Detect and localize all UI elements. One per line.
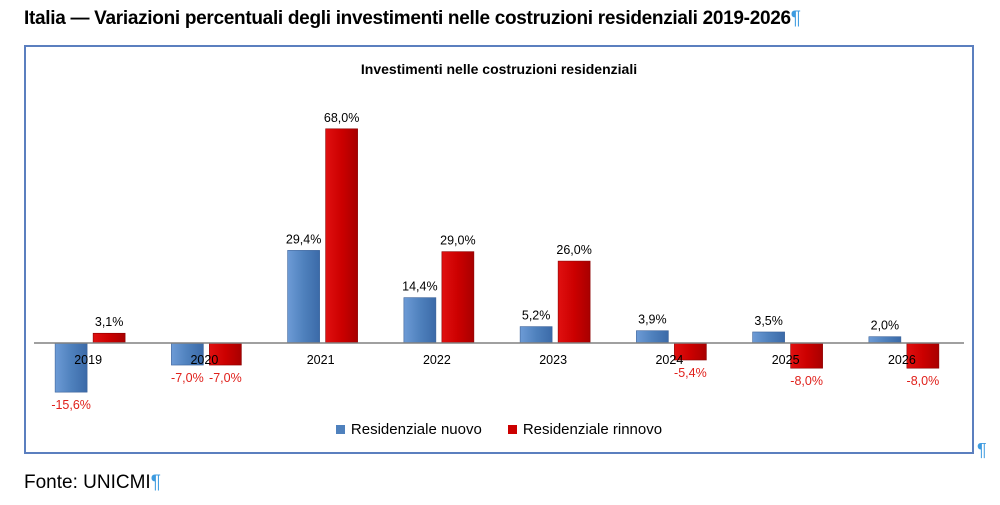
x-tick-label: 2019 [74,353,102,367]
pilcrow-mark: ¶ [790,8,801,29]
bar-rinnovo-2023 [557,260,591,344]
bar-rinnovo-2021 [325,128,358,344]
data-label: 26,0% [556,243,591,257]
data-label: -5,4% [674,366,707,380]
bar-nuovo-2022 [403,297,437,344]
bar-nuovo-2023 [519,326,553,344]
data-label: -8,0% [790,374,823,388]
legend: Residenziale nuovo Residenziale rinnovo [26,421,972,438]
bar-rinnovo-2025 [790,342,823,369]
x-tick-label: 2021 [307,353,335,367]
x-tick-label: 2026 [888,353,916,367]
x-tick-label: 2024 [655,353,683,367]
bar-rinnovo-2026 [906,342,940,369]
data-label: 29,0% [440,234,475,248]
chart-frame[interactable]: Investimenti nelle costruzioni residenzi… [24,45,974,454]
bar-rinnovo-2022 [441,251,475,344]
bar-nuovo-2026 [868,336,902,344]
document-title: Italia — Variazioni percentuali degli in… [24,8,801,29]
data-label: 68,0% [324,111,359,125]
x-tick-label: 2023 [539,353,567,367]
x-tick-label: 2020 [190,353,218,367]
data-label: -15,6% [51,398,91,412]
legend-item-nuovo: Residenziale nuovo [335,421,482,438]
legend-item-rinnovo: Residenziale rinnovo [507,421,662,438]
x-tick-label: 2022 [423,353,451,367]
bar-chart: -15,6% 3,1% 2019 -7,0% -7,0% 2020 29,4% 68,0% 20… [34,111,964,412]
x-tick-label: 2025 [772,353,800,367]
data-label: 3,5% [754,314,783,328]
data-label: 29,4% [286,232,321,246]
bar-rinnovo-2019 [92,332,126,344]
bar-nuovo-2019 [54,342,88,393]
pilcrow-mark: ¶ [977,440,987,460]
data-label: -7,0% [171,371,204,385]
data-label: 3,1% [95,315,124,329]
bar-nuovo-2024 [636,330,669,344]
source-note: Fonte: UNICMI¶ [24,472,161,493]
bar-nuovo-2021 [287,250,320,344]
data-label: 14,4% [402,280,437,294]
legend-swatch-rinnovo [507,425,517,434]
data-label: -7,0% [209,371,242,385]
data-label: 5,2% [522,309,551,323]
chart-title: Investimenti nelle costruzioni residenzi… [360,61,638,77]
pilcrow-mark: ¶ [150,472,161,493]
bar-nuovo-2025 [752,331,785,344]
legend-swatch-nuovo [335,425,345,434]
data-label: 3,9% [638,313,667,327]
data-label: -8,0% [907,374,940,388]
data-label: 2,0% [871,319,900,333]
